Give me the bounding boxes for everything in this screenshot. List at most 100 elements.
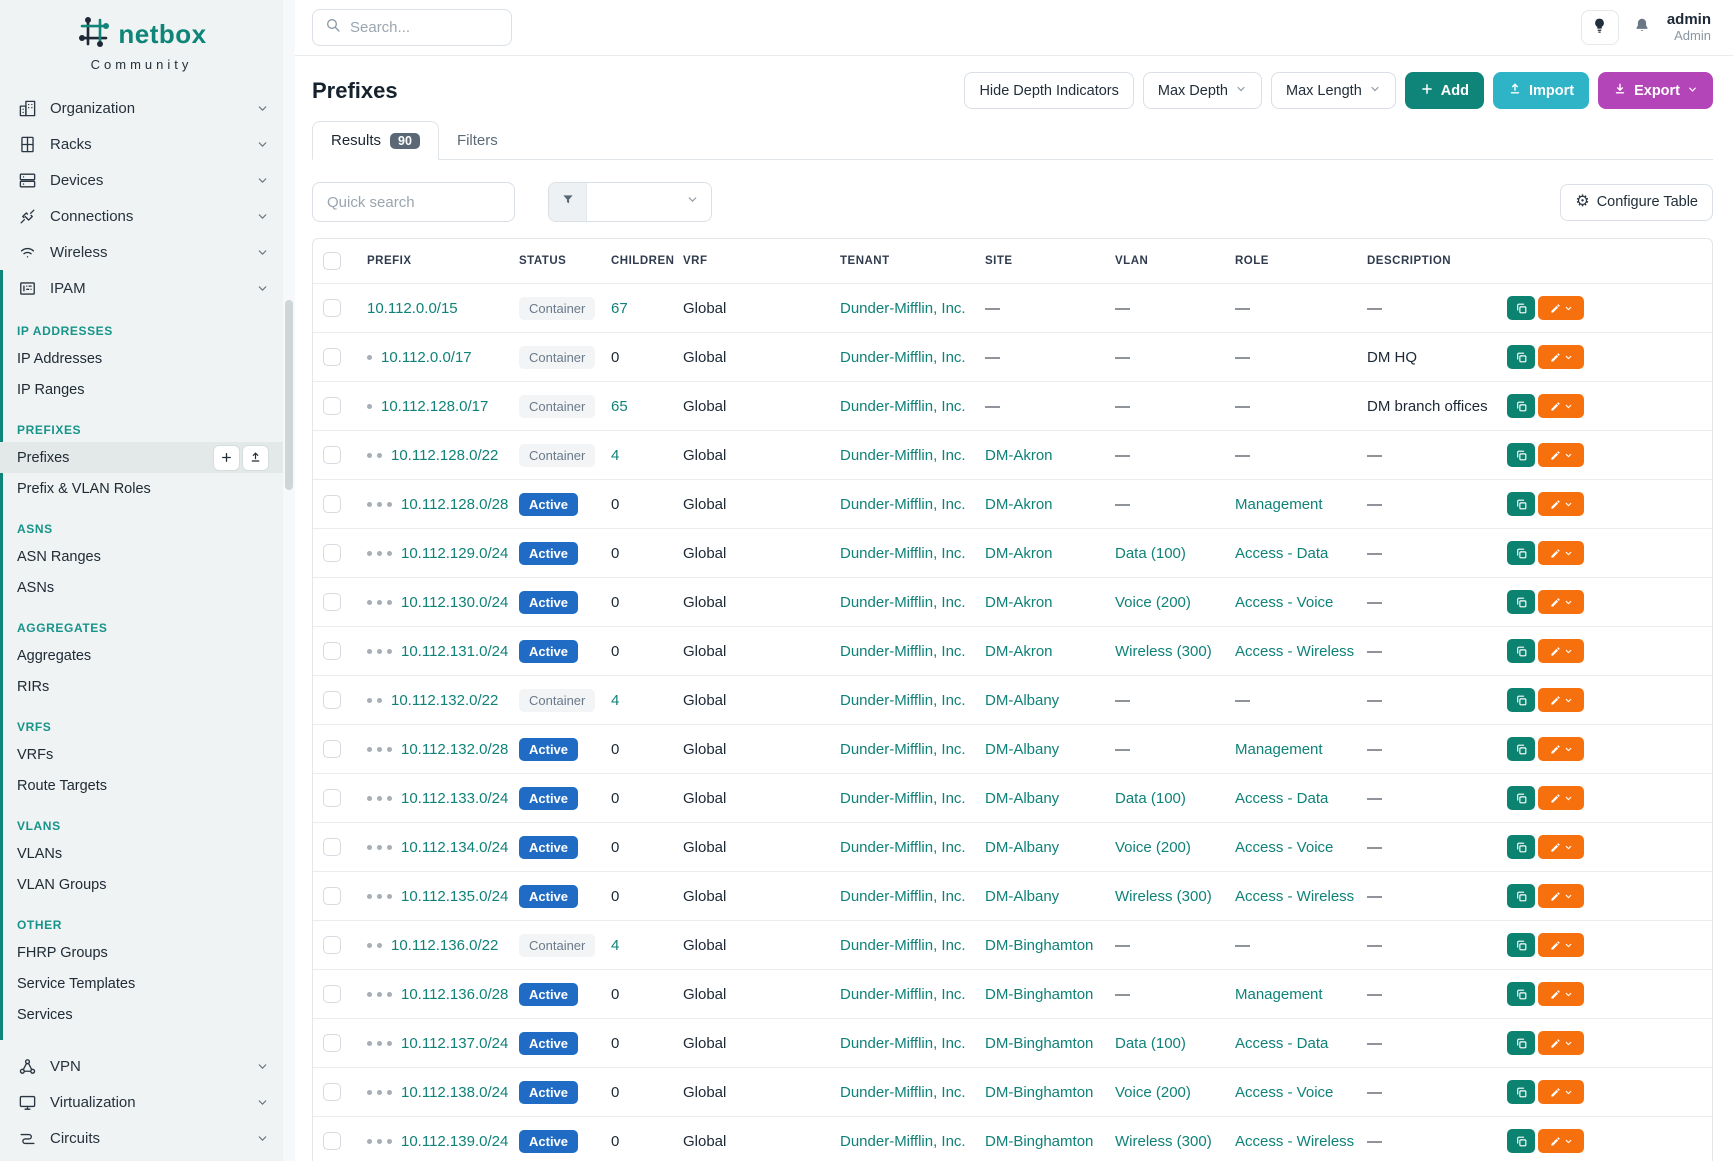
row-checkbox[interactable]	[323, 397, 341, 416]
tenant-link[interactable]: Dunder-Mifflin, Inc.	[840, 838, 966, 856]
site-link[interactable]: DM-Akron	[985, 593, 1053, 611]
sidebar-item-ip-ranges[interactable]: IP Ranges	[0, 374, 283, 405]
sidebar-item-rirs[interactable]: RIRs	[0, 671, 283, 702]
max-depth-dropdown[interactable]: Max Depth	[1142, 72, 1262, 109]
role-link[interactable]: Access - Data	[1235, 789, 1329, 807]
tenant-link[interactable]: Dunder-Mifflin, Inc.	[840, 495, 966, 513]
row-checkbox[interactable]	[323, 348, 341, 367]
edit-button[interactable]	[1538, 639, 1584, 663]
children-count-link[interactable]: 4	[611, 936, 620, 954]
children-count-link[interactable]: 4	[611, 691, 620, 709]
site-link[interactable]: DM-Albany	[985, 789, 1060, 807]
clone-button[interactable]	[1507, 884, 1535, 908]
role-link[interactable]: Management	[1235, 740, 1323, 758]
edit-button[interactable]	[1538, 933, 1584, 957]
global-search[interactable]	[312, 9, 512, 46]
tenant-link[interactable]: Dunder-Mifflin, Inc.	[840, 642, 966, 660]
row-checkbox[interactable]	[323, 544, 341, 563]
row-checkbox[interactable]	[323, 985, 341, 1004]
tenant-link[interactable]: Dunder-Mifflin, Inc.	[840, 691, 966, 709]
sidebar-scrollbar-thumb[interactable]	[285, 300, 293, 490]
role-link[interactable]: Access - Wireless	[1235, 1132, 1355, 1150]
search-input[interactable]	[350, 19, 499, 36]
sidebar-item-service-templates[interactable]: Service Templates	[0, 968, 283, 999]
prefix-link[interactable]: 10.112.130.0/24	[401, 593, 509, 611]
clone-button[interactable]	[1507, 639, 1535, 663]
role-link[interactable]: Access - Voice	[1235, 593, 1334, 611]
sidebar-item-asn-ranges[interactable]: ASN Ranges	[0, 541, 283, 572]
vlan-link[interactable]: Wireless (300)	[1115, 642, 1212, 660]
edit-button[interactable]	[1538, 443, 1584, 467]
edit-button[interactable]	[1538, 541, 1584, 565]
export-dropdown[interactable]: Export	[1598, 72, 1713, 109]
children-count-link[interactable]: 67	[611, 299, 628, 317]
edit-button[interactable]	[1538, 394, 1584, 418]
row-checkbox[interactable]	[323, 642, 341, 661]
clone-button[interactable]	[1507, 688, 1535, 712]
prefix-link[interactable]: 10.112.138.0/24	[401, 1083, 509, 1101]
sidebar-item-ip-addresses[interactable]: IP Addresses	[0, 343, 283, 374]
site-link[interactable]: DM-Binghamton	[985, 936, 1094, 954]
tenant-link[interactable]: Dunder-Mifflin, Inc.	[840, 789, 966, 807]
sidebar-item-route-targets[interactable]: Route Targets	[0, 770, 283, 801]
theme-toggle-button[interactable]	[1580, 10, 1619, 45]
site-link[interactable]: DM-Binghamton	[985, 1083, 1094, 1101]
clone-button[interactable]	[1507, 541, 1535, 565]
prefix-link[interactable]: 10.112.136.0/28	[401, 985, 509, 1003]
row-checkbox[interactable]	[323, 936, 341, 955]
tenant-link[interactable]: Dunder-Mifflin, Inc.	[840, 985, 966, 1003]
select-all-checkbox[interactable]	[323, 252, 341, 270]
sidebar-item-fhrp-groups[interactable]: FHRP Groups	[0, 937, 283, 968]
site-link[interactable]: DM-Binghamton	[985, 1034, 1094, 1052]
row-checkbox[interactable]	[323, 789, 341, 808]
site-link[interactable]: DM-Akron	[985, 544, 1053, 562]
vlan-link[interactable]: Data (100)	[1115, 544, 1186, 562]
clone-button[interactable]	[1507, 345, 1535, 369]
saved-filter-select[interactable]	[587, 183, 711, 221]
site-link[interactable]: DM-Akron	[985, 642, 1053, 660]
tenant-link[interactable]: Dunder-Mifflin, Inc.	[840, 593, 966, 611]
role-link[interactable]: Access - Data	[1235, 1034, 1329, 1052]
import-button[interactable]: Import	[1492, 72, 1590, 109]
clone-button[interactable]	[1507, 394, 1535, 418]
edit-button[interactable]	[1538, 492, 1584, 516]
prefix-link[interactable]: 10.112.136.0/22	[391, 936, 499, 954]
row-checkbox[interactable]	[323, 1034, 341, 1053]
prefix-link[interactable]: 10.112.133.0/24	[401, 789, 509, 807]
sidebar-item-vrfs[interactable]: VRFs	[0, 739, 283, 770]
prefix-link[interactable]: 10.112.0.0/15	[367, 299, 458, 317]
quick-add-button[interactable]	[213, 444, 240, 471]
sidebar-item-vpn[interactable]: VPN	[0, 1048, 283, 1084]
edit-button[interactable]	[1538, 296, 1584, 320]
tenant-link[interactable]: Dunder-Mifflin, Inc.	[840, 348, 966, 366]
vlan-link[interactable]: Data (100)	[1115, 789, 1186, 807]
quick-import-button[interactable]	[242, 444, 269, 471]
children-count-link[interactable]: 65	[611, 397, 628, 415]
vlan-link[interactable]: Data (100)	[1115, 1034, 1186, 1052]
tenant-link[interactable]: Dunder-Mifflin, Inc.	[840, 446, 966, 464]
max-length-dropdown[interactable]: Max Length	[1271, 72, 1396, 109]
configure-table-button[interactable]: ⚙ Configure Table	[1560, 183, 1713, 221]
prefix-link[interactable]: 10.112.131.0/24	[401, 642, 509, 660]
tab-results[interactable]: Results 90	[312, 121, 439, 160]
add-button[interactable]: Add	[1404, 72, 1484, 109]
edit-button[interactable]	[1538, 1129, 1584, 1153]
sidebar-item-prefixes[interactable]: Prefixes	[0, 442, 283, 473]
prefix-link[interactable]: 10.112.135.0/24	[401, 887, 509, 905]
clone-button[interactable]	[1507, 296, 1535, 320]
prefix-link[interactable]: 10.112.128.0/28	[401, 495, 509, 513]
clone-button[interactable]	[1507, 1080, 1535, 1104]
row-checkbox[interactable]	[323, 740, 341, 759]
role-link[interactable]: Access - Wireless	[1235, 887, 1355, 905]
tenant-link[interactable]: Dunder-Mifflin, Inc.	[840, 887, 966, 905]
tenant-link[interactable]: Dunder-Mifflin, Inc.	[840, 1083, 966, 1101]
prefix-link[interactable]: 10.112.137.0/24	[401, 1034, 509, 1052]
vlan-link[interactable]: Wireless (300)	[1115, 1132, 1212, 1150]
sidebar-item-aggregates[interactable]: Aggregates	[0, 640, 283, 671]
role-link[interactable]: Access - Wireless	[1235, 642, 1355, 660]
sidebar-item-connections[interactable]: Connections	[0, 198, 283, 234]
clone-button[interactable]	[1507, 492, 1535, 516]
sidebar-item-organization[interactable]: Organization	[0, 90, 283, 126]
hide-depth-indicators-button[interactable]: Hide Depth Indicators	[964, 72, 1134, 109]
sidebar-item-circuits[interactable]: Circuits	[0, 1120, 283, 1156]
